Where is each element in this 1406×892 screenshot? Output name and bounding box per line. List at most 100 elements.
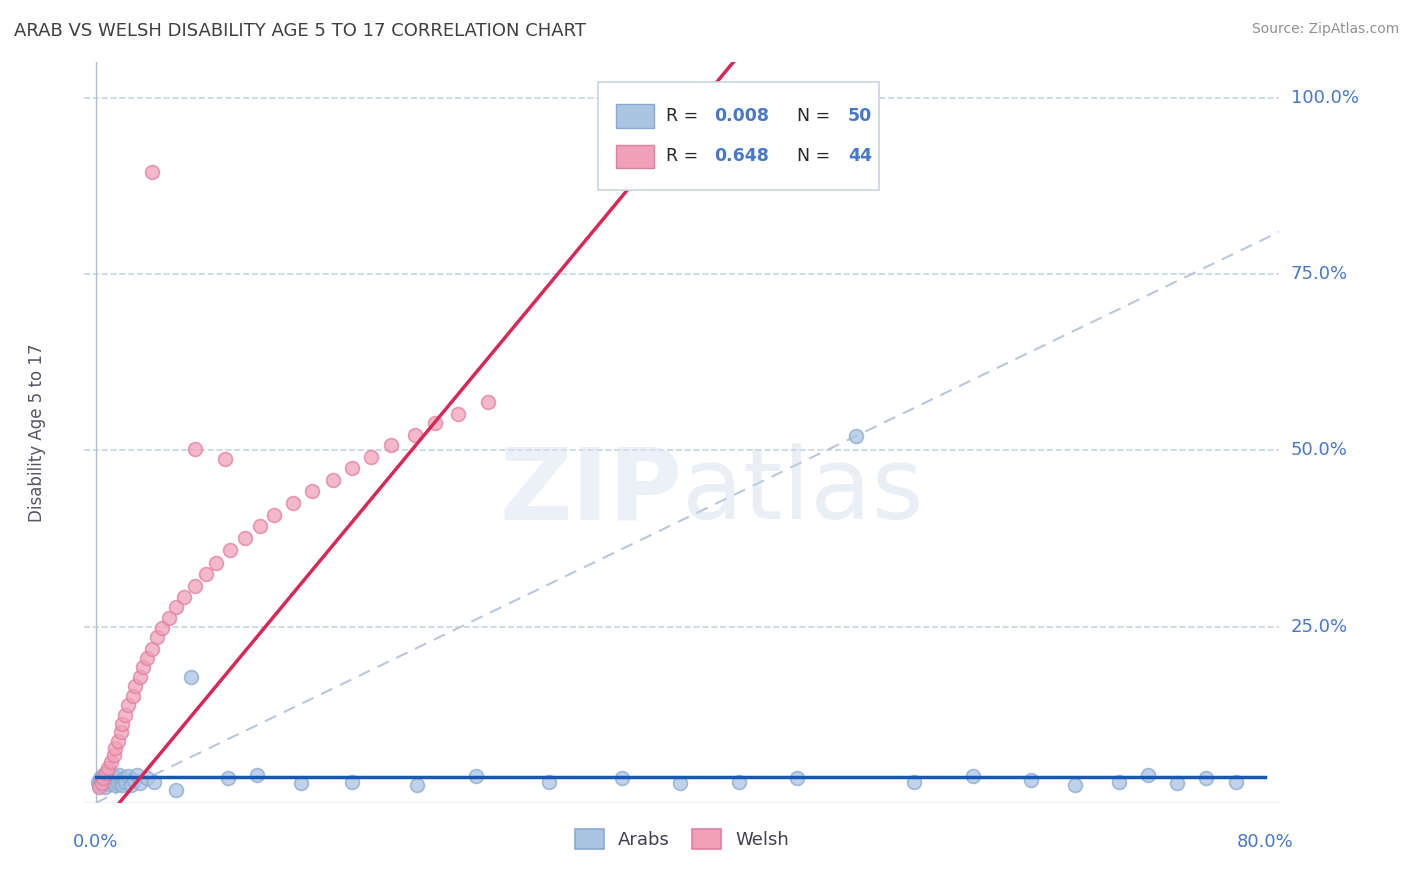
Point: [125, 767, 148, 781]
Point: [165, 599, 187, 614]
Point: [112, 771, 135, 785]
Point: [404, 427, 426, 442]
Text: 50: 50: [848, 107, 872, 125]
Point: [110, 725, 132, 739]
Point: [173, 590, 195, 604]
Point: [124, 680, 146, 694]
Point: [98, 777, 121, 791]
Point: [1195, 771, 1218, 785]
Point: [89, 771, 111, 785]
Text: Disability Age 5 to 17: Disability Age 5 to 17: [28, 343, 45, 522]
Point: [90, 776, 112, 790]
Point: [246, 767, 269, 781]
Point: [103, 747, 125, 762]
Point: [1225, 774, 1247, 789]
Point: [290, 776, 312, 790]
Text: 50.0%: 50.0%: [1291, 442, 1347, 459]
Point: [132, 660, 155, 674]
Point: [128, 670, 150, 684]
Point: [111, 716, 134, 731]
Point: [184, 442, 207, 456]
Point: [114, 707, 136, 722]
Text: ZIP: ZIP: [499, 443, 682, 541]
Point: [96, 766, 118, 780]
Point: [104, 778, 127, 792]
Point: [1136, 767, 1159, 781]
Point: [360, 450, 382, 465]
Text: 100.0%: 100.0%: [1291, 88, 1358, 107]
Point: [108, 767, 131, 781]
Point: [340, 461, 363, 475]
FancyBboxPatch shape: [599, 82, 879, 190]
Point: [340, 774, 363, 789]
Point: [1166, 776, 1188, 790]
Text: 0.008: 0.008: [714, 107, 769, 125]
Point: [93, 771, 115, 785]
Point: [107, 733, 129, 747]
Text: Source: ZipAtlas.com: Source: ZipAtlas.com: [1251, 22, 1399, 37]
Text: R =: R =: [666, 147, 704, 165]
Point: [283, 496, 305, 510]
Point: [165, 783, 187, 797]
Text: 25.0%: 25.0%: [1291, 617, 1348, 635]
Point: [610, 771, 633, 785]
Point: [786, 771, 808, 785]
Point: [101, 772, 124, 787]
Point: [143, 774, 166, 789]
Point: [96, 773, 118, 788]
Text: 80.0%: 80.0%: [1236, 833, 1294, 851]
Point: [447, 407, 470, 421]
Point: [150, 621, 173, 635]
Point: [103, 769, 125, 783]
Point: [728, 774, 751, 789]
Point: [114, 774, 136, 789]
Point: [406, 778, 429, 792]
Point: [1019, 773, 1042, 788]
Point: [117, 769, 139, 783]
Point: [219, 543, 242, 558]
Text: 0.648: 0.648: [714, 147, 769, 165]
Point: [110, 774, 132, 789]
Point: [1108, 774, 1130, 789]
Point: [301, 484, 323, 499]
Point: [128, 776, 150, 790]
Point: [537, 774, 560, 789]
Point: [423, 417, 446, 431]
Point: [477, 395, 499, 409]
Text: R =: R =: [666, 107, 704, 125]
Text: 75.0%: 75.0%: [1291, 265, 1348, 283]
Legend: Arabs, Welsh: Arabs, Welsh: [568, 822, 796, 856]
Point: [214, 451, 236, 466]
Point: [93, 767, 115, 781]
Point: [157, 611, 180, 625]
Point: [87, 780, 110, 795]
Point: [136, 651, 159, 665]
Point: [141, 642, 163, 657]
Point: [107, 776, 129, 790]
FancyBboxPatch shape: [616, 145, 654, 169]
Point: [97, 760, 120, 774]
Point: [90, 776, 112, 790]
Point: [141, 165, 163, 179]
Text: ARAB VS WELSH DISABILITY AGE 5 TO 17 CORRELATION CHART: ARAB VS WELSH DISABILITY AGE 5 TO 17 COR…: [14, 22, 586, 40]
Point: [97, 764, 120, 778]
Point: [105, 771, 128, 785]
Point: [194, 566, 217, 581]
Point: [121, 689, 143, 703]
Point: [87, 778, 110, 792]
Point: [903, 774, 925, 789]
Point: [233, 532, 256, 546]
Text: atlas: atlas: [682, 443, 924, 541]
Point: [86, 774, 108, 789]
Point: [845, 429, 868, 443]
Point: [263, 508, 285, 522]
Point: [104, 740, 127, 755]
Point: [380, 437, 402, 451]
Point: [217, 771, 239, 785]
FancyBboxPatch shape: [616, 103, 654, 128]
Point: [146, 630, 169, 644]
Point: [322, 473, 344, 487]
Point: [120, 778, 142, 792]
Text: N =: N =: [786, 147, 835, 165]
Text: 44: 44: [848, 147, 872, 165]
